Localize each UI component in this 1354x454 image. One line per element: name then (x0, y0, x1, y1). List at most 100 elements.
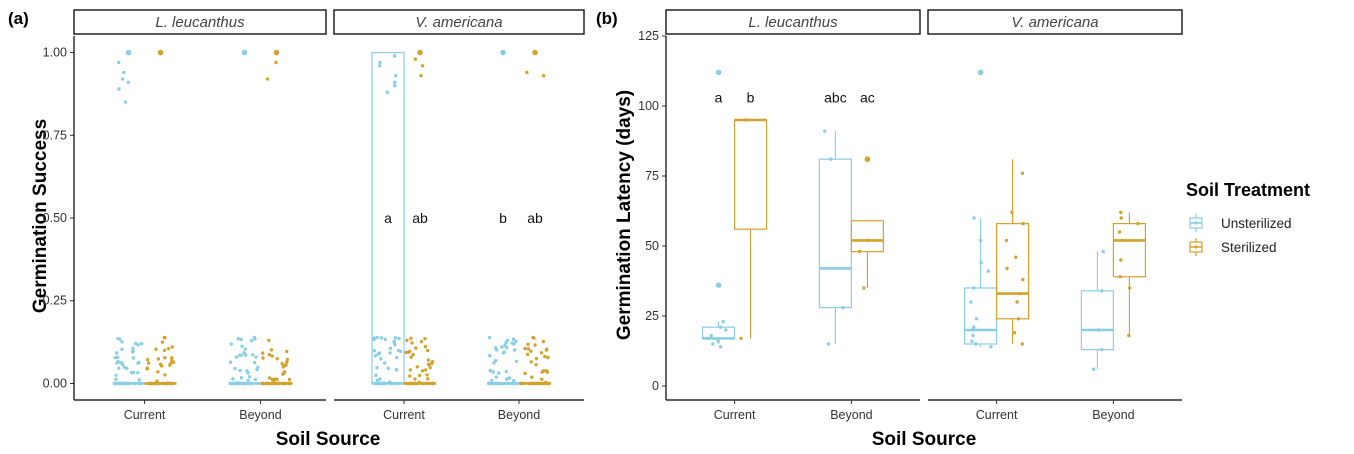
jitter-point (232, 381, 237, 386)
jitter-point (969, 300, 973, 304)
jitter-point (409, 355, 413, 359)
box (818, 158, 853, 309)
x-tick-label: Current (383, 408, 425, 422)
jitter-point (1014, 255, 1018, 259)
jitter-point (162, 348, 167, 352)
jitter-point (386, 366, 390, 370)
legend: Soil Treatment Unsterilized Sterilized (1186, 180, 1310, 256)
jitter-point (512, 378, 516, 383)
jitter-point (120, 77, 125, 81)
jitter-point (397, 381, 401, 386)
jitter-point (133, 341, 138, 346)
jitter-point (404, 350, 408, 355)
jitter-point (1101, 249, 1105, 254)
outlier-point (864, 156, 871, 162)
jitter-point (420, 381, 424, 386)
jitter-point (523, 346, 527, 351)
jitter-point (1127, 286, 1132, 290)
jitter-point (239, 337, 243, 342)
jitter-point (243, 347, 247, 351)
jitter-point (116, 360, 120, 364)
jitter-point (393, 80, 397, 85)
jitter-point (378, 377, 382, 381)
jitter-point (240, 344, 244, 348)
facet-strip-label: L. leucanthus (155, 14, 245, 31)
panel-b-x-axis-title: Soil Source (872, 429, 977, 450)
legend-label-sterilized: Sterilized (1221, 240, 1277, 255)
jitter-point (419, 74, 423, 78)
jitter-point (1005, 266, 1009, 271)
significance-letter: b (747, 90, 755, 106)
significance-letter: a (384, 210, 392, 226)
jitter-point (275, 357, 279, 361)
jitter-point (408, 349, 412, 354)
jitter-point (866, 238, 870, 243)
jitter-point (137, 378, 141, 382)
box-current-sterilized (995, 159, 1030, 346)
jitter-point (529, 349, 533, 353)
x-tick-label: Beyond (1092, 408, 1134, 422)
jitter-point (385, 90, 390, 94)
jitter-point (269, 348, 274, 352)
jitter-point (115, 351, 119, 355)
jitter-point (133, 381, 138, 386)
significance-letter: ac (860, 90, 875, 106)
jitter-point (120, 361, 124, 365)
jitter-point (392, 83, 397, 88)
jitter-point (377, 64, 382, 68)
jitter-point (508, 381, 512, 386)
y-tick-label: 0.50 (43, 211, 67, 225)
box-current-sterilized (404, 49, 436, 386)
jitter-point (260, 351, 265, 355)
jitter-point (492, 361, 496, 365)
jitter-point (544, 369, 549, 373)
jitter-point (163, 373, 167, 377)
jitter-point (496, 381, 500, 386)
jitter-point (281, 372, 285, 376)
jitter-point (534, 363, 538, 367)
jitter-point (168, 363, 172, 367)
jitter-point (125, 366, 129, 371)
jitter-point (862, 286, 866, 290)
jitter-point (114, 373, 118, 377)
y-tick-label: 75 (645, 169, 659, 183)
panel-a-label: (a) (8, 9, 29, 28)
significance-letter: ab (412, 210, 428, 226)
jitter-point (145, 357, 150, 362)
jitter-point (113, 381, 117, 386)
panel-a-y-axis-title: Germination Success (30, 119, 51, 313)
outlier-point (532, 49, 538, 56)
facet-strip-label: V. americana (415, 14, 502, 31)
jitter-point (497, 371, 501, 375)
jitter-point (724, 328, 728, 332)
jitter-point (1018, 291, 1022, 296)
jitter-point (265, 381, 270, 386)
box-beyond-unsterilized: abc (818, 90, 853, 346)
jitter-point (238, 368, 242, 373)
jitter-point (395, 355, 399, 360)
facet-strip-label: L. leucanthus (748, 14, 838, 31)
jitter-point (165, 381, 170, 386)
jitter-point (507, 376, 512, 380)
jitter-point (430, 359, 435, 364)
jitter-point (972, 216, 976, 220)
jitter-point (505, 346, 509, 350)
jitter-point (410, 341, 414, 345)
y-tick-label: 0.00 (43, 376, 67, 390)
jitter-point (427, 381, 431, 386)
box (1112, 223, 1147, 278)
jitter-point (253, 377, 258, 382)
jitter-point (417, 380, 421, 385)
jitter-point (280, 361, 284, 366)
jitter-point (1010, 210, 1014, 215)
jitter-point (117, 381, 121, 386)
jitter-point (1119, 258, 1123, 262)
jitter-point (378, 60, 382, 65)
jitter-point (388, 351, 392, 355)
jitter-point (1118, 275, 1122, 279)
outlier-point (157, 49, 164, 56)
y-tick-label: 25 (645, 309, 659, 323)
y-tick-label: 100 (638, 99, 659, 113)
outlier-point (500, 49, 506, 56)
jitter-point (1020, 342, 1024, 346)
